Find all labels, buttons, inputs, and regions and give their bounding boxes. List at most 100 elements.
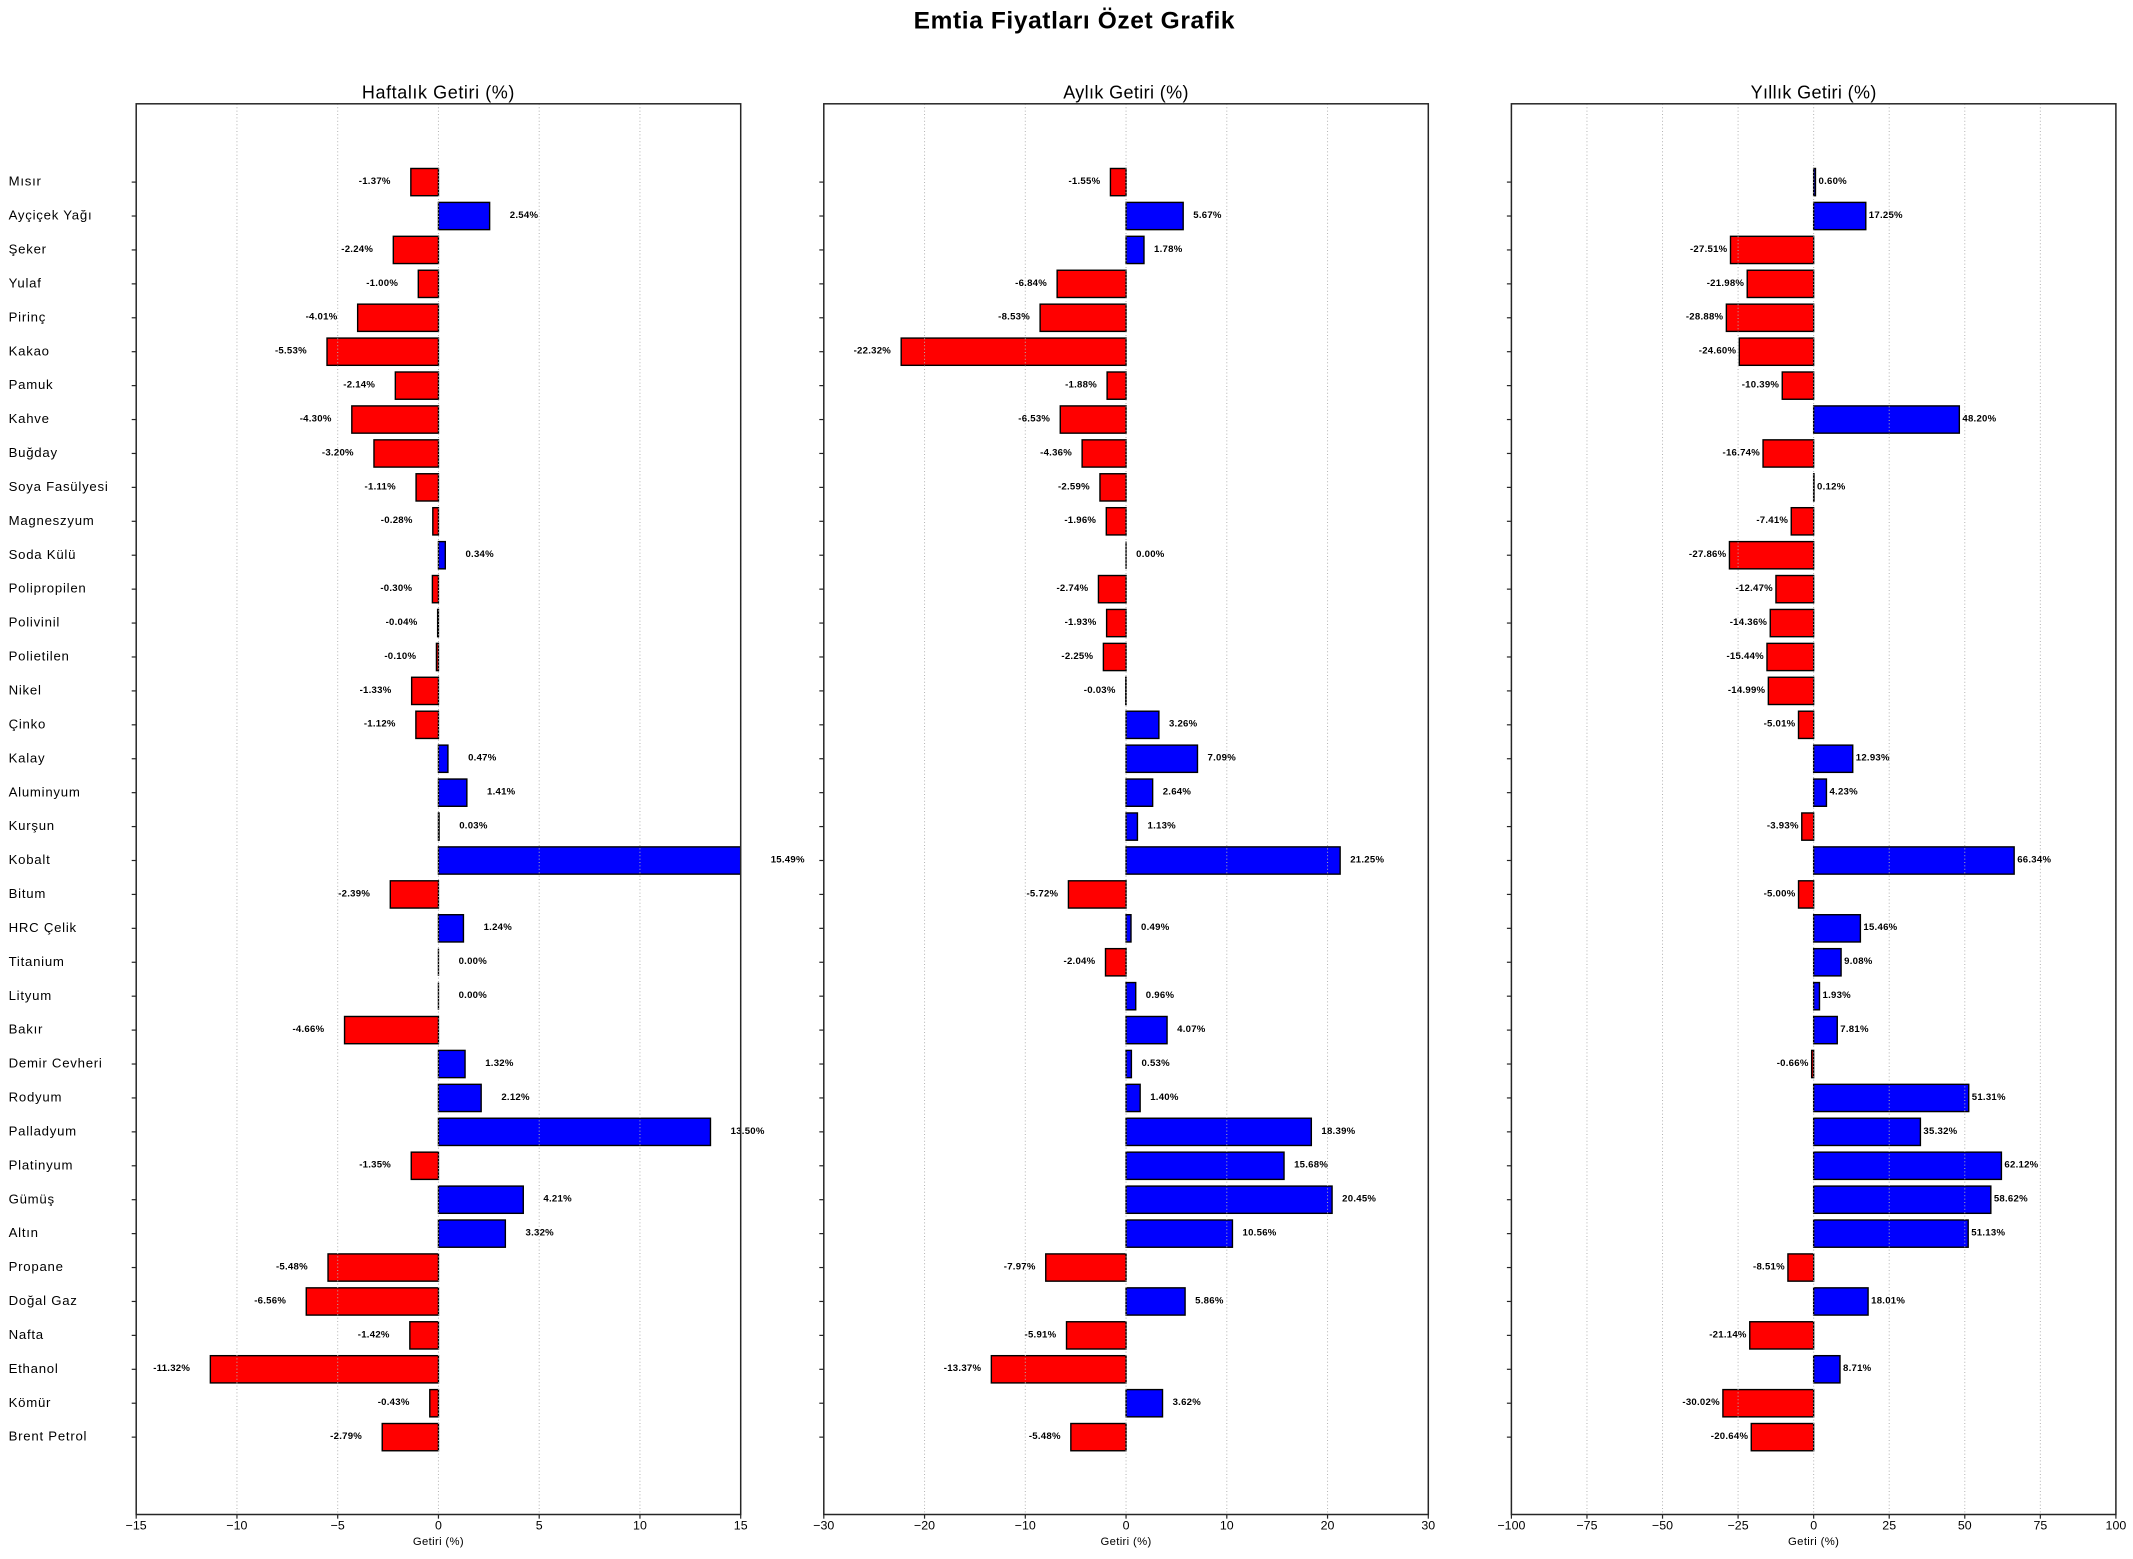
svg-text:0: 0 xyxy=(435,1519,442,1533)
svg-text:5.67%: 5.67% xyxy=(1193,210,1222,221)
svg-text:-5.48%: -5.48% xyxy=(276,1261,308,1272)
svg-text:1.32%: 1.32% xyxy=(485,1058,514,1069)
svg-text:-27.51%: -27.51% xyxy=(1690,244,1728,255)
svg-text:-1.35%: -1.35% xyxy=(359,1160,391,1171)
svg-text:-15.44%: -15.44% xyxy=(1726,651,1764,662)
svg-text:-4.36%: -4.36% xyxy=(1040,447,1072,458)
svg-text:-1.42%: -1.42% xyxy=(358,1329,390,1340)
svg-text:2.54%: 2.54% xyxy=(510,210,539,221)
svg-text:-1.88%: -1.88% xyxy=(1065,380,1097,391)
svg-text:Getiri (%): Getiri (%) xyxy=(1788,1536,1839,1548)
svg-text:-5.91%: -5.91% xyxy=(1025,1329,1057,1340)
svg-text:Demir Cevheri: Demir Cevheri xyxy=(9,1056,103,1071)
svg-text:Haftalık Getiri (%): Haftalık Getiri (%) xyxy=(362,82,515,102)
svg-text:Polipropilen: Polipropilen xyxy=(9,581,87,596)
svg-text:Nikel: Nikel xyxy=(9,683,42,698)
svg-text:Kurşun: Kurşun xyxy=(9,818,55,833)
svg-text:-2.24%: -2.24% xyxy=(341,244,373,255)
svg-text:62.12%: 62.12% xyxy=(2004,1160,2038,1171)
svg-text:-7.41%: -7.41% xyxy=(1756,515,1788,526)
svg-text:66.34%: 66.34% xyxy=(2017,854,2051,865)
svg-text:Polivinil: Polivinil xyxy=(9,615,60,630)
svg-text:1.78%: 1.78% xyxy=(1154,244,1183,255)
svg-text:10: 10 xyxy=(1220,1519,1234,1533)
svg-text:−30: −30 xyxy=(813,1519,834,1533)
svg-text:1.24%: 1.24% xyxy=(484,922,513,933)
svg-text:Pamuk: Pamuk xyxy=(9,377,54,392)
svg-text:-2.04%: -2.04% xyxy=(1064,956,1096,967)
svg-text:15.49%: 15.49% xyxy=(771,854,805,865)
svg-text:51.13%: 51.13% xyxy=(1971,1228,2005,1239)
svg-text:-27.86%: -27.86% xyxy=(1689,549,1727,560)
svg-text:-11.32%: -11.32% xyxy=(153,1363,190,1374)
svg-text:0.49%: 0.49% xyxy=(1141,922,1170,933)
svg-text:-1.93%: -1.93% xyxy=(1065,617,1097,628)
svg-text:Getiri (%): Getiri (%) xyxy=(413,1536,464,1548)
svg-text:Kobalt: Kobalt xyxy=(9,852,51,867)
svg-text:-12.47%: -12.47% xyxy=(1735,583,1773,594)
svg-text:-21.14%: -21.14% xyxy=(1709,1329,1747,1340)
svg-text:Şeker: Şeker xyxy=(9,242,47,257)
svg-text:2.12%: 2.12% xyxy=(501,1092,530,1103)
svg-text:75: 75 xyxy=(2033,1519,2047,1533)
svg-text:Lityum: Lityum xyxy=(9,988,52,1003)
svg-text:8.71%: 8.71% xyxy=(1843,1363,1872,1374)
svg-text:3.62%: 3.62% xyxy=(1173,1397,1202,1408)
svg-text:Soya Fasülyesi: Soya Fasülyesi xyxy=(9,479,109,494)
svg-text:-5.48%: -5.48% xyxy=(1029,1431,1061,1442)
svg-text:−10: −10 xyxy=(226,1519,247,1533)
svg-text:15: 15 xyxy=(734,1519,748,1533)
svg-text:7.81%: 7.81% xyxy=(1840,1024,1869,1035)
svg-text:48.20%: 48.20% xyxy=(1962,413,1996,424)
svg-text:-0.28%: -0.28% xyxy=(381,515,413,526)
svg-text:Platinyum: Platinyum xyxy=(9,1157,74,1172)
svg-text:Buğday: Buğday xyxy=(9,445,58,460)
svg-text:−25: −25 xyxy=(1728,1519,1749,1533)
svg-text:-20.64%: -20.64% xyxy=(1711,1431,1749,1442)
svg-text:-8.53%: -8.53% xyxy=(998,312,1030,323)
svg-text:Kahve: Kahve xyxy=(9,411,50,426)
svg-text:Rodyum: Rodyum xyxy=(9,1090,63,1105)
svg-text:Gümüş: Gümüş xyxy=(9,1191,55,1206)
svg-text:1.40%: 1.40% xyxy=(1150,1092,1179,1103)
svg-text:-16.74%: -16.74% xyxy=(1723,447,1761,458)
svg-text:−15: −15 xyxy=(126,1519,147,1533)
svg-text:Soda Külü: Soda Külü xyxy=(9,547,77,562)
svg-text:-3.93%: -3.93% xyxy=(1767,820,1799,831)
svg-text:1.93%: 1.93% xyxy=(1823,990,1852,1001)
svg-text:0.00%: 0.00% xyxy=(459,956,488,967)
svg-text:Kömür: Kömür xyxy=(9,1395,52,1410)
svg-text:Ethanol: Ethanol xyxy=(9,1361,59,1376)
svg-text:5: 5 xyxy=(536,1519,543,1533)
svg-text:-5.53%: -5.53% xyxy=(275,346,307,357)
svg-text:18.01%: 18.01% xyxy=(1871,1295,1905,1306)
svg-text:-5.00%: -5.00% xyxy=(1764,888,1796,899)
svg-text:Altın: Altın xyxy=(9,1225,39,1240)
svg-text:-5.72%: -5.72% xyxy=(1026,888,1058,899)
svg-text:3.26%: 3.26% xyxy=(1169,719,1198,730)
svg-text:HRC Çelik: HRC Çelik xyxy=(9,920,77,935)
svg-text:0: 0 xyxy=(1810,1519,1817,1533)
svg-text:-6.53%: -6.53% xyxy=(1018,413,1050,424)
svg-text:20: 20 xyxy=(1321,1519,1335,1533)
svg-text:Doğal Gaz: Doğal Gaz xyxy=(9,1293,78,1308)
svg-text:-3.20%: -3.20% xyxy=(322,447,354,458)
svg-text:−75: −75 xyxy=(1576,1519,1597,1533)
svg-text:-5.01%: -5.01% xyxy=(1764,719,1796,730)
svg-text:35.32%: 35.32% xyxy=(1923,1126,1957,1137)
svg-text:0.96%: 0.96% xyxy=(1146,990,1175,1001)
svg-text:Çinko: Çinko xyxy=(9,716,46,731)
svg-text:Magneszyum: Magneszyum xyxy=(9,513,95,528)
svg-text:Bakır: Bakır xyxy=(9,1022,44,1037)
svg-text:-0.30%: -0.30% xyxy=(380,583,412,594)
svg-text:9.08%: 9.08% xyxy=(1844,956,1873,967)
svg-text:-1.12%: -1.12% xyxy=(364,719,396,730)
svg-text:-8.51%: -8.51% xyxy=(1753,1261,1785,1272)
svg-text:Mısır: Mısır xyxy=(9,174,42,189)
svg-text:-22.32%: -22.32% xyxy=(854,346,892,357)
svg-text:-4.30%: -4.30% xyxy=(300,413,332,424)
svg-text:-1.96%: -1.96% xyxy=(1064,515,1096,526)
svg-text:10: 10 xyxy=(633,1519,647,1533)
svg-text:Emtia Fiyatları Özet Grafik: Emtia Fiyatları Özet Grafik xyxy=(914,7,1235,34)
svg-text:-14.36%: -14.36% xyxy=(1730,617,1768,628)
